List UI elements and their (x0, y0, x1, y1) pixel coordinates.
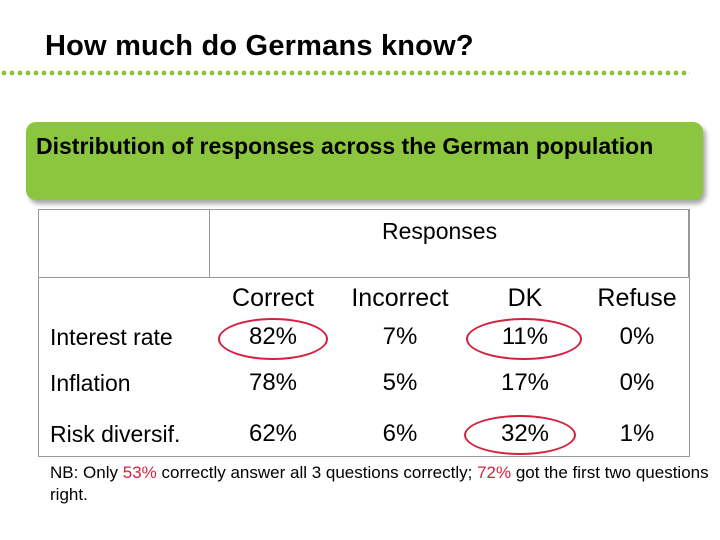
table-divider-left (209, 209, 210, 277)
cell-interest-refuse: 0% (619, 323, 655, 350)
row-label-inflation: Inflation (50, 370, 131, 396)
highlight-circle-dk-11 (466, 318, 582, 360)
cell-inflation-incorrect: 5% (382, 369, 418, 396)
cell-risk-refuse: 1% (619, 420, 655, 447)
table-header-divider (38, 277, 689, 278)
responses-table (38, 209, 690, 457)
note-prefix: NB: Only (50, 463, 123, 482)
highlight-circle-correct-82 (218, 318, 328, 360)
note-pct-all: 53% (122, 463, 157, 482)
cell-risk-incorrect: 6% (382, 420, 418, 447)
col-header-correct: Correct (232, 284, 314, 312)
banner-text: Distribution of responses across the Ger… (36, 133, 654, 159)
cell-risk-correct: 62% (248, 420, 298, 447)
cell-inflation-refuse: 0% (619, 369, 655, 396)
row-label-risk-diversif: Risk diversif. (50, 421, 181, 447)
cell-interest-incorrect: 7% (382, 323, 418, 350)
highlight-circle-dk-32 (464, 415, 576, 455)
responses-group-header: Responses (382, 218, 498, 244)
cell-inflation-dk: 17% (500, 369, 550, 396)
footnote: NB: Only 53% correctly answer all 3 ques… (50, 462, 710, 506)
cell-inflation-correct: 78% (248, 369, 298, 396)
note-pct-first: 72% (477, 463, 512, 482)
note-suffix: got the first two questions right. (50, 463, 709, 504)
col-header-dk: DK (507, 284, 543, 312)
dotted-divider (0, 69, 690, 77)
slide-title: How much do Germans know? (45, 30, 474, 62)
col-header-refuse: Refuse (597, 284, 677, 312)
note-middle: correctly answer all 3 questions correct… (156, 463, 478, 482)
table-divider-right (688, 209, 689, 277)
row-label-interest-rate: Interest rate (50, 324, 173, 350)
subtitle-banner: Distribution of responses across the Ger… (26, 122, 703, 200)
col-header-incorrect: Incorrect (351, 284, 449, 312)
